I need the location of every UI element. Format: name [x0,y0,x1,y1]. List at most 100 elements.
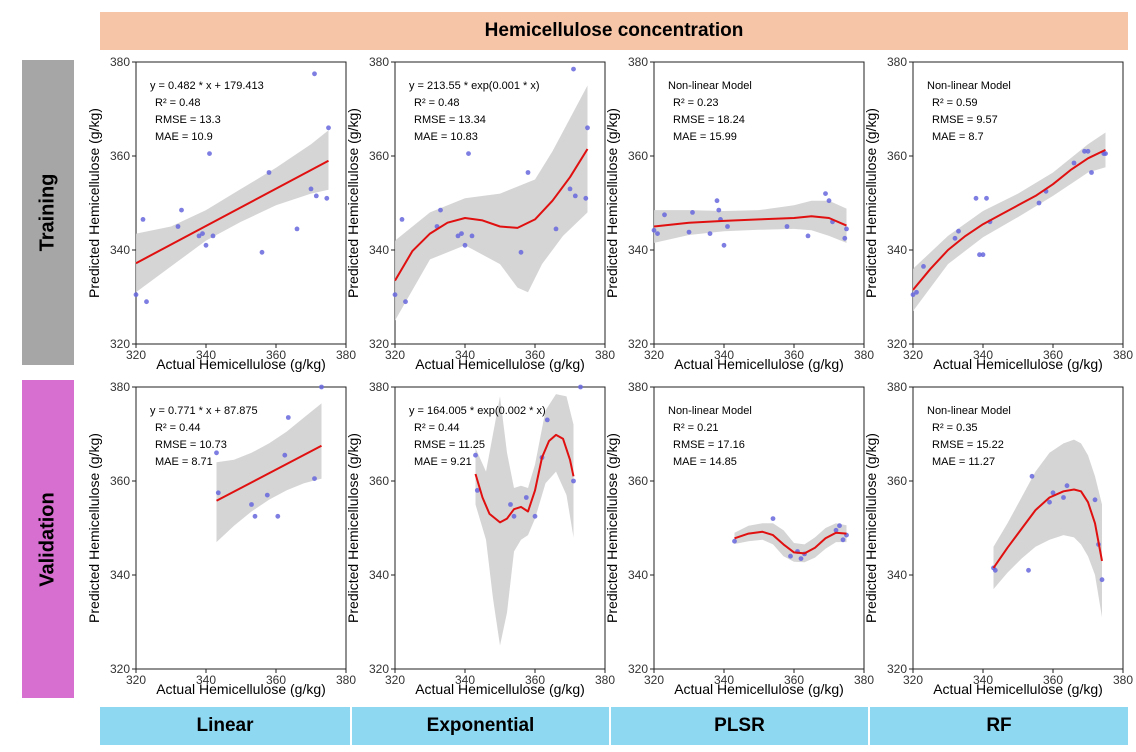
data-point [455,233,461,239]
data-point [175,224,181,229]
fit-line [216,444,322,502]
data-point [264,492,270,498]
data-point [1085,148,1091,154]
x-tick-label: 360 [784,348,804,362]
plot-training-exponential: 320 340 360 380 320 340 360 380 [369,55,615,362]
annotation-line: RMSE = 9.57 [932,114,998,126]
x-axis-label: Actual Hemicellulose (g/kg) [156,356,326,372]
data-point [532,513,538,519]
x-axis-label: Actual Hemicellulose (g/kg) [933,681,1103,697]
data-point [200,231,205,237]
data-point [910,292,916,298]
y-tick-label: 340 [110,243,130,257]
x-tick-label: 360 [1043,673,1063,687]
x-tick-label: 340 [196,348,216,362]
x-tick-label: 340 [196,673,216,687]
data-point [788,553,793,559]
fit-line [992,488,1103,569]
data-point [992,567,998,573]
column-label-rf: RF [870,707,1128,745]
x-tick-label: 340 [455,348,475,362]
data-point [474,488,480,493]
confidence-band [734,523,847,563]
y-axis-label: Predicted Hemicellulose (g/kg) [863,433,879,623]
data-point [266,170,272,175]
data-point [784,224,790,229]
y-tick-label: 360 [628,474,648,488]
annotation-line: R² = 0.44 [155,422,201,434]
annotation-line: R² = 0.35 [932,422,978,434]
annotation-line: MAE = 14.85 [673,456,737,468]
data-point [282,452,288,458]
data-point [707,231,713,237]
annotation: y = 0.482 * x + 179.413 R² = 0.48 RMSE = 1… [150,78,264,146]
data-point [1061,495,1066,500]
y-axis-label: Predicted Hemicellulose (g/kg) [863,108,879,298]
annotation: y = 0.771 * x + 87.875 R² = 0.44 RMSE = 10… [150,403,258,471]
data-point [977,252,982,258]
data-point [1092,497,1098,503]
data-point [725,224,730,229]
data-point [655,231,660,237]
y-tick-label: 380 [628,380,648,394]
panel-validation-linear: 320 340 360 380 320 340 360 380 y = 0.771 * x + … [86,380,366,703]
x-axis-label: Actual Hemicellulose (g/kg) [674,356,844,372]
panel-training-plsr: 320 340 360 380 320 340 360 380 Non-linear Model… [604,55,884,378]
fit-line [394,148,589,282]
annotation-line: R² = 0.44 [414,422,460,434]
annotation-line: RMSE = 13.3 [155,114,221,126]
data-point [511,513,517,519]
plot-validation-exponential: 320 340 360 380 320 340 360 380 [369,380,615,687]
plot-training-rf: 320 340 360 380 320 340 360 380 [887,55,1133,362]
data-point [914,289,919,295]
data-point [259,249,265,255]
y-axis-label: Predicted Hemicellulose (g/kg) [345,433,361,623]
data-point [523,495,529,500]
data-point [572,193,578,199]
data-point [518,249,524,255]
annotation-line: MAE = 11.27 [932,456,996,468]
x-tick-label: 360 [525,348,545,362]
row-label-training: Training [22,60,74,365]
y-tick-label: 340 [628,568,648,582]
x-tick-label: 380 [336,673,356,687]
data-point [196,233,202,239]
data-point [1036,200,1042,206]
x-tick-label: 340 [714,348,734,362]
data-point [571,66,576,72]
annotation-line: Non-linear Model [927,80,1011,92]
y-tick-label: 380 [110,380,130,394]
y-tick-label: 320 [628,662,648,676]
data-point [319,384,324,390]
annotation-line: y = 0.771 * x + 87.875 [150,405,258,417]
data-point [921,264,926,269]
data-point [721,242,727,248]
data-point [249,502,254,507]
confidence-band [654,200,847,243]
data-point [144,299,149,305]
plot-validation-plsr: 320 340 360 380 320 340 360 380 [628,380,874,687]
confidence-band [913,132,1106,312]
data-point [826,198,832,204]
data-point [403,299,408,305]
panel-validation-rf: 320 340 360 380 320 340 360 380 Non-linear Model… [863,380,1136,703]
y-tick-label: 360 [628,149,648,163]
annotation-line: RMSE = 17.16 [673,439,745,451]
x-tick-label: 380 [336,348,356,362]
data-point [952,235,958,241]
y-tick-label: 320 [369,337,389,351]
y-tick-label: 380 [110,55,130,69]
data-point [844,226,849,232]
data-point [308,186,314,192]
fit-line [474,433,575,524]
y-tick-label: 320 [110,662,130,676]
data-point [133,292,139,298]
x-tick-label: 320 [385,673,405,687]
y-tick-label: 340 [369,568,389,582]
column-label-linear-text: Linear [196,715,254,736]
x-tick-label: 360 [525,673,545,687]
annotation-line: R² = 0.48 [414,97,460,109]
annotation-line: RMSE = 18.24 [673,114,745,126]
data-point [1050,490,1056,496]
x-tick-label: 320 [126,348,146,362]
